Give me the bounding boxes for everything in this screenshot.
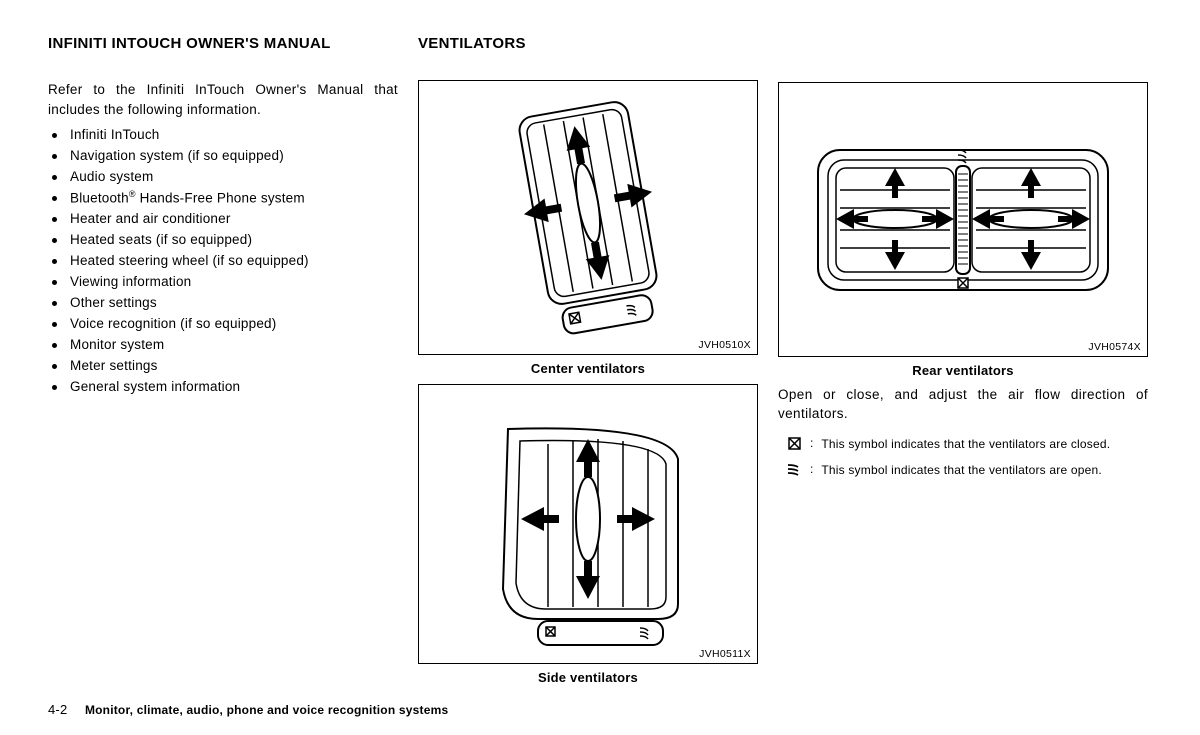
closed-symbol-icon — [786, 436, 802, 450]
ventilator-description: Open or close, and adjust the air flow d… — [778, 386, 1148, 424]
figure-code: JVH0511X — [699, 648, 751, 660]
legend-colon: : — [810, 436, 813, 450]
center-vent-icon — [493, 93, 683, 343]
legend-open-text: This symbol indicates that the ventilato… — [821, 462, 1102, 478]
figure-side-ventilators: JVH0511X — [418, 384, 758, 664]
legend-open: : This symbol indicates that the ventila… — [778, 462, 1148, 478]
open-symbol-icon — [786, 462, 802, 476]
list-item: Bluetooth® Hands-Free Phone system — [52, 188, 398, 209]
right-column: JVH0574X Rear ventilators Open or close,… — [778, 35, 1148, 693]
list-item: Navigation system (if so equipped) — [52, 146, 398, 167]
left-column: INFINITI INTOUCH OWNER'S MANUAL Refer to… — [48, 35, 398, 693]
list-item: Other settings — [52, 293, 398, 314]
figure-code: JVH0574X — [1088, 341, 1141, 353]
figure-center-ventilators: JVH0510X — [418, 80, 758, 355]
figure-rear-ventilators: JVH0574X — [778, 82, 1148, 357]
chapter-title: Monitor, climate, audio, phone and voice… — [85, 703, 448, 717]
list-item: Audio system — [52, 167, 398, 188]
list-item: General system information — [52, 377, 398, 398]
figure-caption: Side ventilators — [418, 670, 758, 685]
center-title: VENTILATORS — [418, 35, 758, 52]
feature-list: Infiniti InTouch Navigation system (if s… — [48, 125, 398, 397]
center-column: VENTILATORS — [418, 35, 758, 693]
figure-code: JVH0510X — [698, 339, 751, 351]
figure-caption: Center ventilators — [418, 361, 758, 376]
list-item: Voice recognition (if so equipped) — [52, 314, 398, 335]
intro-text: Refer to the Infiniti InTouch Owner's Ma… — [48, 80, 398, 119]
list-item: Viewing information — [52, 272, 398, 293]
list-item: Heated steering wheel (if so equipped) — [52, 251, 398, 272]
page-footer: 4-2 Monitor, climate, audio, phone and v… — [48, 702, 448, 717]
figure-caption: Rear ventilators — [778, 363, 1148, 378]
legend-closed: : This symbol indicates that the ventila… — [778, 436, 1148, 452]
side-vent-icon — [478, 399, 698, 649]
rear-vent-icon — [798, 130, 1128, 310]
page-number: 4-2 — [48, 702, 67, 717]
list-item: Meter settings — [52, 356, 398, 377]
legend-colon: : — [810, 462, 813, 476]
left-title: INFINITI INTOUCH OWNER'S MANUAL — [48, 35, 398, 52]
list-item: Monitor system — [52, 335, 398, 356]
list-item: Infiniti InTouch — [52, 125, 398, 146]
list-item: Heater and air conditioner — [52, 209, 398, 230]
list-item: Heated seats (if so equipped) — [52, 230, 398, 251]
legend-closed-text: This symbol indicates that the ventilato… — [821, 436, 1110, 452]
